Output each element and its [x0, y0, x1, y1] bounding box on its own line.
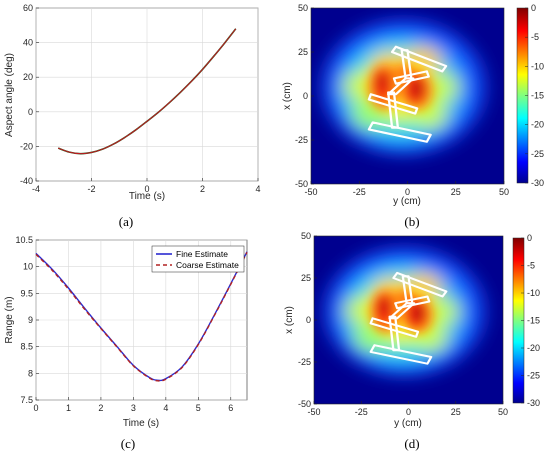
panel-d-xtick-label: 0: [406, 407, 411, 417]
panel-b-xtick-label: -50: [304, 187, 317, 197]
panel-b-cb-tick-label: -15: [531, 91, 544, 101]
panel-c-lines: [35, 251, 248, 382]
panel-d-cb-tick-label: -15: [527, 316, 540, 326]
panel-d-cb-tick-label: -10: [527, 288, 540, 298]
panel-c-xtick-label: 5: [196, 403, 201, 413]
panel-c-ytick-label: 9: [28, 315, 33, 325]
panel-d-cb-tick-label: 0: [527, 233, 532, 243]
panel-d-heatmap: [314, 236, 503, 404]
panel-b-label: (b): [404, 214, 419, 229]
panel-d-ytick-label: -50: [298, 399, 311, 409]
panel-c-ytick-label: 10.5: [15, 235, 33, 245]
panel-c-xtick-label: 2: [98, 403, 103, 413]
panel-d-xtick-label: 25: [451, 407, 461, 417]
panel-d-ticks: -50 -25 0 25 50 -50 -25 0 25 50: [298, 231, 508, 417]
panel-d-cb-tick-label: -5: [527, 261, 535, 271]
panel-a-xtick-label: 0: [144, 184, 149, 194]
panel-b-cb-tick-label: -30: [531, 178, 544, 188]
panel-d-ylabel: x (cm): [284, 306, 295, 334]
panel-a-xtick-label: -4: [32, 184, 40, 194]
panel-c-series-1-line: [35, 251, 248, 382]
panel-a-xtick-label: 4: [255, 184, 260, 194]
panel-b-ytick-label: 25: [298, 47, 308, 57]
panel-d-ytick-label: 0: [306, 315, 311, 325]
panel-d-xtick-label: -50: [307, 407, 320, 417]
panel-d-ytick-label: 50: [301, 231, 311, 241]
panel-c-ytick-label: 9.5: [20, 288, 33, 298]
panel-b-cb-tick-label: -10: [531, 61, 544, 71]
panel-d-xtick-label: 50: [498, 407, 508, 417]
panel-c-legend: Fine Estimate Coarse Estimate: [151, 245, 245, 273]
panel-c-ytick-label: 10: [23, 262, 33, 272]
panel-a-xtick-label: -2: [87, 184, 95, 194]
panel-b-ticks: -50 -25 0 25 50 -50 -25 0 25 50: [295, 3, 509, 197]
panel-b-xtick-label: -25: [353, 187, 366, 197]
panel-b-ytick-label: -25: [295, 135, 308, 145]
panel-d-cb-tick-label: -20: [527, 343, 540, 353]
panel-d-xlabel: y (cm): [394, 418, 422, 429]
panel-c-ticks: 0 1 2 3 4 5 6 7.5 8 8.5 9 9.5 10 10.5: [15, 235, 233, 413]
panel-b-colorbar-ticks: 0 -5 -10 -15 -20 -25 -30: [525, 3, 544, 188]
panel-a-ytick-label: 20: [23, 72, 33, 82]
panel-d-cb-tick-label: -30: [527, 398, 540, 408]
panel-d-xtick-label: -25: [355, 407, 368, 417]
panel-a-ytick-label: -20: [20, 141, 33, 151]
panel-a-lines: [57, 28, 237, 155]
panel-a-ytick-label: 0: [28, 107, 33, 117]
panel-a-grid: [35, 7, 259, 182]
panel-b-cb-tick-label: -5: [531, 32, 539, 42]
panel-a-xlabel: Time (s): [129, 191, 165, 202]
legend-fine-label: Fine Estimate: [176, 249, 228, 259]
panel-a-xtick-label: 2: [200, 184, 205, 194]
panel-d-ytick-label: 25: [301, 273, 311, 283]
panel-c-xtick-label: 1: [66, 403, 71, 413]
panel-c-ytick-label: 8.5: [20, 342, 33, 352]
panel-a-label: (a): [119, 214, 133, 229]
panel-c-ytick-label: 7.5: [20, 395, 33, 405]
panel-d-colorbar-ticks: 0 -5 -10 -15 -20 -25 -30: [521, 233, 540, 408]
panel-c-xtick-label: 6: [228, 403, 233, 413]
panel-b-xtick-label: 25: [451, 187, 461, 197]
panel-b-xtick-label: 0: [405, 187, 410, 197]
panel-d-ytick-label: -25: [298, 357, 311, 367]
panel-c-xlabel: Time (s): [123, 418, 159, 429]
panel-b-xtick-label: 50: [499, 187, 509, 197]
panel-b-heatmap: [311, 8, 504, 184]
panel-a-ytick-label: -40: [20, 176, 33, 186]
panel-c-xtick-label: 3: [131, 403, 136, 413]
panel-b-ytick-label: 0: [303, 91, 308, 101]
panel-b-ytick-label: -50: [295, 179, 308, 189]
panel-d-cb-tick-label: -25: [527, 371, 540, 381]
panel-b-cb-tick-label: -25: [531, 149, 544, 159]
panel-b-cb-tick-label: 0: [531, 3, 536, 13]
legend-coarse-label: Coarse Estimate: [176, 260, 239, 270]
panel-b-ytick-label: 50: [298, 3, 308, 13]
panel-a-series-1-line: [58, 28, 237, 155]
panel-c: 0 1 2 3 4 5 6 7.5 8 8.5 9 9.5 10 10.5 Fine Estimate C…: [4, 235, 248, 451]
panel-c-xtick-label: 4: [163, 403, 168, 413]
panel-c-xtick-label: 0: [33, 403, 38, 413]
panel-a-ytick-label: 40: [23, 38, 33, 48]
panel-b-xlabel: y (cm): [393, 196, 421, 207]
panel-b-ylabel: x (cm): [282, 82, 293, 110]
panel-b-cb-tick-label: -20: [531, 120, 544, 130]
panel-c-ylabel: Range (m): [4, 296, 15, 343]
panel-d-label: (d): [404, 436, 419, 451]
panel-c-ytick-label: 8: [28, 368, 33, 378]
panel-a-ylabel: Aspect angle (deg): [4, 53, 15, 137]
panel-a-ytick-label: 60: [23, 3, 33, 13]
panel-c-label: (c): [121, 436, 135, 451]
